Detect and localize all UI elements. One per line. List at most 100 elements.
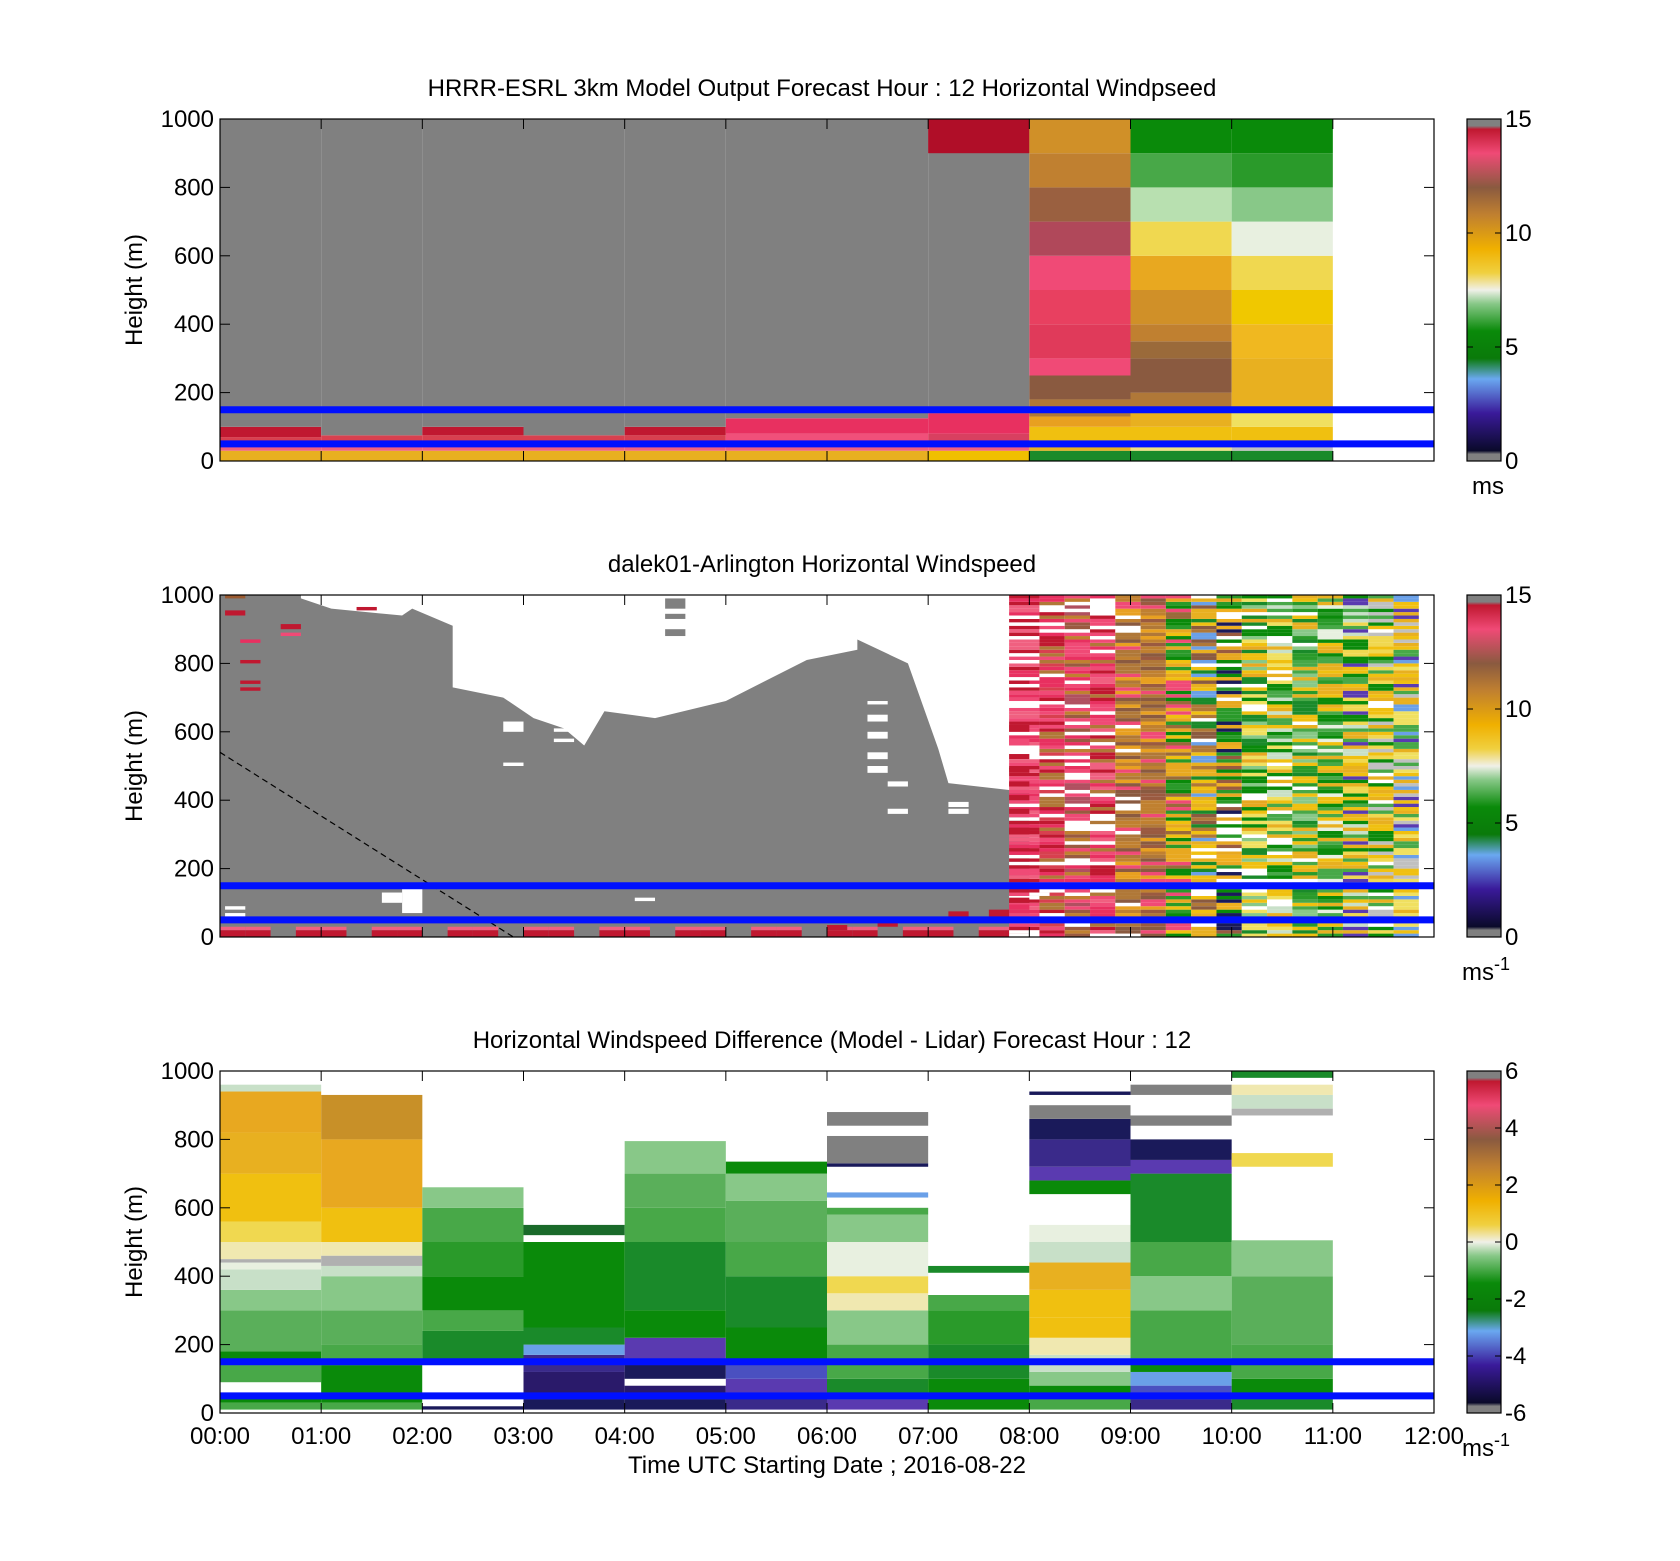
heatmap-cell xyxy=(1342,923,1369,927)
heatmap-cell xyxy=(1009,673,1040,678)
heatmap-cell xyxy=(1064,807,1091,811)
heatmap-cell xyxy=(1241,892,1268,896)
heatmap-cell xyxy=(1368,854,1394,859)
heatmap-speckle xyxy=(240,639,261,643)
heatmap-cell xyxy=(1393,854,1419,859)
heatmap-cell xyxy=(1140,889,1166,893)
heatmap-cell xyxy=(1292,762,1318,766)
heatmap-cell xyxy=(1393,718,1419,722)
heatmap-cell xyxy=(675,930,701,937)
heatmap-cell xyxy=(1342,724,1369,729)
heatmap-cell xyxy=(1029,1289,1131,1318)
heatmap-cell xyxy=(1064,701,1091,705)
heatmap-cell xyxy=(1140,923,1166,927)
heatmap-cell xyxy=(1115,694,1141,698)
heatmap-cell xyxy=(1064,663,1091,667)
heatmap-cell xyxy=(1090,701,1116,705)
heatmap-cell xyxy=(1140,690,1166,695)
heatmap-cell xyxy=(1064,817,1091,821)
heatmap-cell xyxy=(1140,618,1166,623)
heatmap-cell xyxy=(1393,673,1419,678)
heatmap-cell xyxy=(1064,659,1091,664)
heatmap-cell xyxy=(1267,872,1293,876)
heatmap-cell xyxy=(1090,748,1116,753)
heatmap-cell xyxy=(624,119,726,427)
heatmap-cell xyxy=(1009,926,1040,931)
heatmap-cell xyxy=(751,930,777,937)
heatmap-cell xyxy=(1191,906,1217,910)
heatmap-cell xyxy=(1090,595,1116,599)
heatmap-cell xyxy=(1267,878,1293,883)
heatmap-cell xyxy=(1267,605,1293,609)
y-tick-label: 0 xyxy=(201,1400,214,1427)
heatmap-cell xyxy=(1317,636,1343,640)
heatmap-cell xyxy=(1191,933,1217,937)
heatmap-cell xyxy=(1368,731,1394,736)
heatmap-cell xyxy=(1191,807,1217,811)
heatmap-cell xyxy=(1191,865,1217,869)
heatmap-cell xyxy=(827,1135,929,1164)
heatmap-cell xyxy=(1140,759,1166,763)
heatmap-cell xyxy=(1267,704,1293,708)
heatmap-cell xyxy=(1267,930,1293,934)
heatmap-cell xyxy=(1165,913,1192,917)
heatmap-cell xyxy=(1393,892,1419,896)
y-tick-label: 0 xyxy=(201,924,214,951)
heatmap-cell xyxy=(1342,779,1369,784)
heatmap-cell xyxy=(1267,899,1293,903)
heatmap-cell xyxy=(725,1378,827,1393)
heatmap-cell xyxy=(1267,783,1293,787)
heatmap-cell xyxy=(1267,875,1293,879)
heatmap-cell xyxy=(1342,868,1369,873)
heatmap-cell xyxy=(1140,615,1166,619)
heatmap-cell xyxy=(1009,618,1040,623)
heatmap-cell xyxy=(1140,783,1166,787)
heatmap-cell xyxy=(1317,933,1343,937)
heatmap-cell xyxy=(1064,615,1091,619)
heatmap-cell xyxy=(1267,680,1293,684)
heatmap-cell xyxy=(1064,851,1091,855)
heatmap-cell xyxy=(1317,608,1343,613)
heatmap-speckle xyxy=(1009,767,1030,773)
heatmap-cell xyxy=(1267,803,1293,808)
heatmap-cell xyxy=(1009,731,1040,736)
heatmap-cell xyxy=(1368,649,1394,654)
heatmap-cell xyxy=(1140,629,1166,633)
heatmap-cell xyxy=(1241,861,1268,866)
heatmap-cell xyxy=(1292,666,1318,671)
heatmap-cell xyxy=(1393,632,1419,637)
heatmap-cell xyxy=(1090,683,1116,688)
heatmap-cell xyxy=(1216,748,1242,753)
heatmap-cell xyxy=(1241,656,1268,660)
heatmap-cell xyxy=(1115,701,1141,705)
heatmap-cell xyxy=(1090,830,1116,835)
heatmap-cell xyxy=(1368,653,1394,657)
heatmap-cell xyxy=(1393,653,1419,657)
heatmap-cell xyxy=(1368,783,1394,787)
heatmap-cell xyxy=(1064,612,1091,616)
heatmap-cell xyxy=(1342,759,1369,763)
heatmap-cell xyxy=(1191,639,1217,643)
heatmap-cell xyxy=(1368,844,1394,849)
heatmap-cell xyxy=(624,1173,726,1208)
heatmap-cell xyxy=(1165,742,1192,746)
heatmap-cell xyxy=(1029,1371,1131,1386)
heatmap-cell xyxy=(1216,776,1242,780)
heatmap-cell xyxy=(1039,608,1065,613)
heatmap-cell xyxy=(1292,854,1318,859)
heatmap-cell xyxy=(1165,598,1192,602)
heatmap-cell xyxy=(1140,865,1166,869)
heatmap-cell xyxy=(1231,1094,1333,1109)
heatmap-cell xyxy=(1368,841,1394,845)
heatmap-cell xyxy=(1130,290,1232,325)
heatmap-cell xyxy=(1140,810,1166,814)
heatmap-cell xyxy=(1009,622,1040,626)
heatmap-cell xyxy=(1267,762,1293,766)
heatmap-cell xyxy=(1165,824,1192,828)
heatmap-cell xyxy=(1393,923,1419,927)
heatmap-speckle xyxy=(553,714,575,719)
heatmap-cell xyxy=(1140,858,1166,862)
heatmap-cell xyxy=(1009,930,1040,934)
heatmap-cell xyxy=(1342,762,1369,766)
heatmap-cell xyxy=(1231,119,1333,154)
